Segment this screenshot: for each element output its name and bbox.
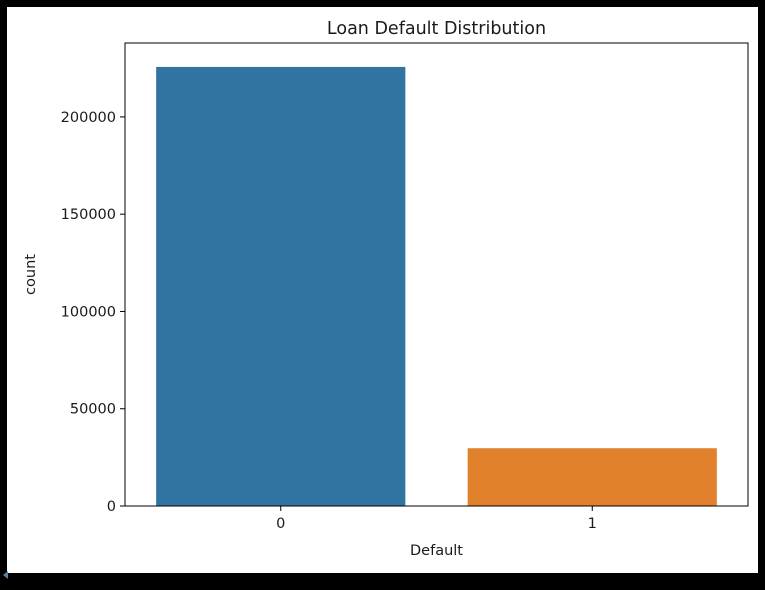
bar-1 [467,448,717,506]
y-tick-label-50000: 50000 [70,402,116,418]
bars-group [156,66,717,506]
bar-chart: Loan Default Distribution 0 50000 100000 15… [23,19,749,559]
y-tick-label-200000: 200000 [61,110,116,126]
scroll-left-arrow-icon[interactable] [3,571,8,579]
y-tick-label-150000: 150000 [61,207,116,223]
y-axis-label: count [23,254,39,295]
plot-area-border [124,42,749,507]
x-tick-label-1: 1 [588,516,597,532]
chart-title: Loan Default Distribution [327,19,546,39]
y-axis: 0 50000 100000 150000 200000 [61,110,125,515]
x-tick-label-0: 0 [276,516,285,532]
y-tick-label-100000: 100000 [61,304,116,320]
x-axis-label: Default [410,543,463,559]
chart-frame: Loan Default Distribution 0 50000 100000 15… [7,7,758,573]
y-tick-label-0: 0 [107,499,116,515]
bar-0 [156,66,406,506]
